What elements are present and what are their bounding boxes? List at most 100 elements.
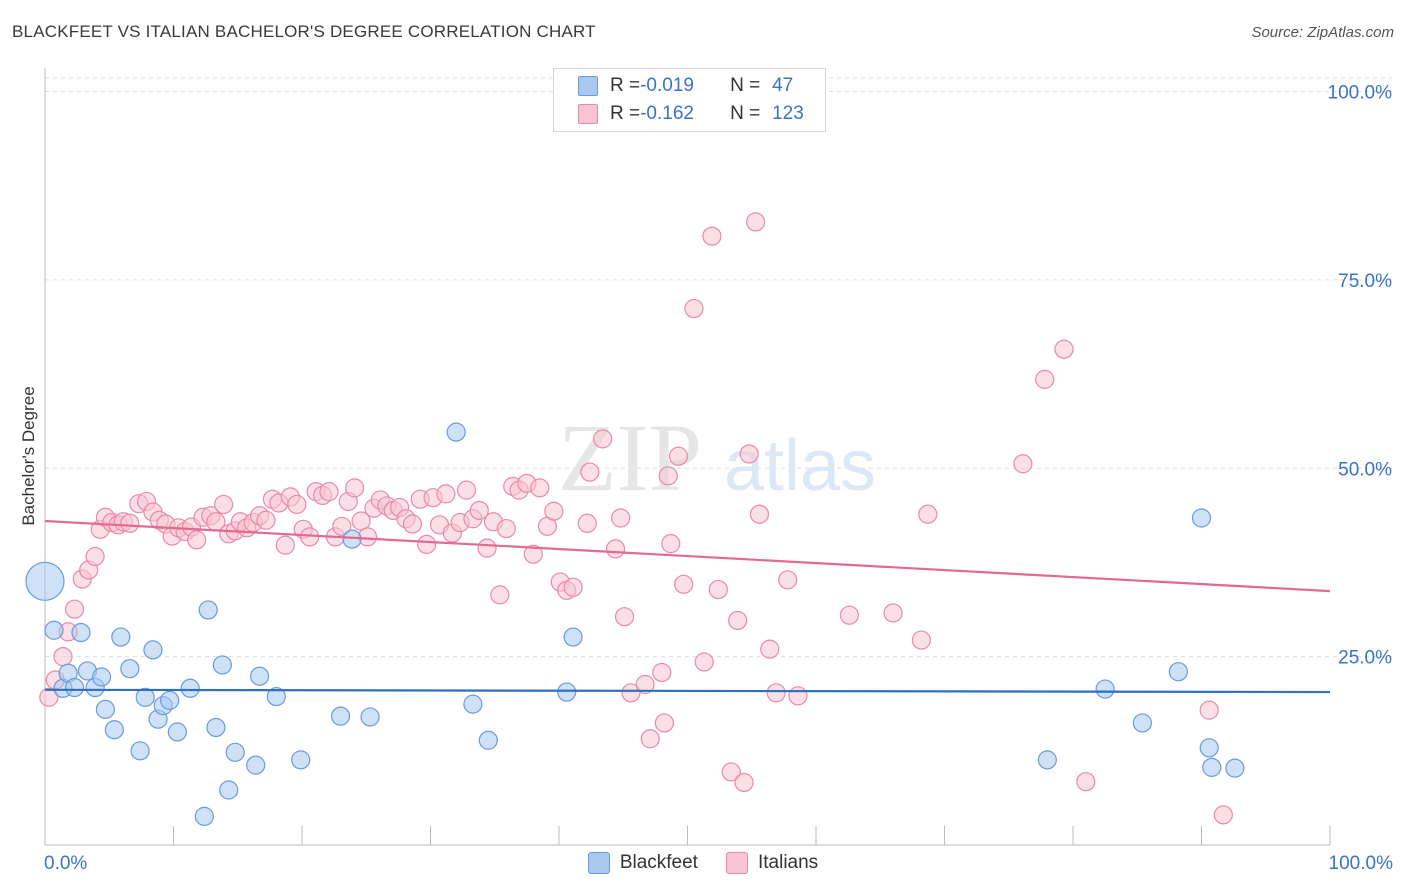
blackfeet-point[interactable]	[1225, 758, 1245, 778]
italians-point[interactable]	[469, 500, 489, 521]
italians-point[interactable]	[593, 429, 613, 449]
italians-point[interactable]	[1035, 369, 1055, 389]
italians-point[interactable]	[64, 599, 85, 619]
italians-point[interactable]	[694, 652, 714, 672]
blackfeet-point[interactable]	[463, 694, 483, 714]
blackfeet-point[interactable]	[563, 627, 583, 647]
italians-point[interactable]	[120, 513, 140, 533]
italians-point[interactable]	[402, 514, 423, 534]
italians-point[interactable]	[611, 508, 631, 528]
italians-point[interactable]	[766, 683, 786, 703]
italians-point[interactable]	[739, 444, 759, 464]
italians-point[interactable]	[187, 530, 207, 550]
italians-point[interactable]	[635, 674, 655, 695]
italians-point[interactable]	[749, 504, 770, 524]
blackfeet-point[interactable]	[1191, 508, 1212, 528]
legend-item-blackfeet[interactable]: Blackfeet	[587, 852, 698, 874]
blackfeet-point[interactable]	[130, 741, 150, 761]
blackfeet-point[interactable]	[194, 806, 214, 826]
italians-point[interactable]	[477, 538, 497, 558]
blackfeet-point[interactable]	[167, 722, 187, 742]
italians-point[interactable]	[760, 639, 780, 659]
italians-point[interactable]	[275, 535, 295, 555]
blackfeet-point[interactable]	[64, 677, 85, 698]
italians-point[interactable]	[544, 501, 564, 521]
italians-point[interactable]	[456, 480, 477, 500]
italians-point[interactable]	[1213, 805, 1233, 825]
blackfeet-point[interactable]	[1199, 738, 1219, 758]
italians-point[interactable]	[319, 482, 339, 502]
blackfeet-point[interactable]	[478, 730, 498, 750]
italians-point[interactable]	[661, 534, 681, 554]
italians-point[interactable]	[728, 610, 748, 631]
blackfeet-point[interactable]	[71, 622, 91, 643]
italians-point[interactable]	[417, 534, 437, 554]
blackfeet-point[interactable]	[91, 667, 112, 687]
blackfeet-point[interactable]	[25, 561, 65, 601]
italians-point[interactable]	[640, 729, 660, 749]
blackfeet-point[interactable]	[95, 699, 115, 719]
italians-point[interactable]	[436, 484, 456, 504]
blackfeet-point[interactable]	[104, 720, 124, 740]
italians-point[interactable]	[1076, 772, 1096, 792]
italians-point[interactable]	[721, 762, 741, 782]
italians-point[interactable]	[746, 212, 766, 232]
blackfeet-point[interactable]	[249, 666, 270, 686]
blackfeet-point[interactable]	[1132, 713, 1152, 733]
blackfeet-point[interactable]	[557, 682, 577, 702]
italians-point[interactable]	[839, 605, 860, 625]
blackfeet-point[interactable]	[206, 717, 226, 738]
italians-point[interactable]	[911, 630, 931, 650]
legend-item-italians[interactable]: Italians	[725, 852, 818, 874]
italians-point[interactable]	[652, 662, 672, 683]
italians-point[interactable]	[918, 504, 938, 524]
italians-point[interactable]	[654, 713, 674, 733]
italians-point[interactable]	[523, 544, 543, 564]
blackfeet-point[interactable]	[1037, 750, 1057, 770]
blackfeet-point[interactable]	[1202, 757, 1222, 777]
italians-point[interactable]	[256, 510, 276, 530]
italians-point[interactable]	[345, 478, 365, 498]
italians-point[interactable]	[668, 446, 689, 466]
blackfeet-point[interactable]	[212, 655, 232, 675]
italians-point[interactable]	[214, 494, 234, 515]
blackfeet-point[interactable]	[44, 620, 64, 640]
blackfeet-point[interactable]	[291, 750, 311, 770]
blackfeet-point[interactable]	[246, 755, 266, 775]
blackfeet-point[interactable]	[266, 686, 286, 707]
italians-point[interactable]	[287, 494, 307, 515]
italians-point[interactable]	[496, 518, 516, 539]
blackfeet-point[interactable]	[360, 707, 380, 727]
italians-point[interactable]	[708, 579, 728, 600]
italians-point[interactable]	[883, 603, 903, 623]
blackfeet-point[interactable]	[330, 706, 351, 726]
blackfeet-point[interactable]	[1168, 662, 1188, 682]
italians-point[interactable]	[530, 478, 550, 498]
blackfeet-point[interactable]	[198, 600, 218, 620]
italians-point[interactable]	[702, 226, 722, 246]
italians-point[interactable]	[85, 546, 105, 567]
blackfeet-point[interactable]	[219, 780, 239, 800]
italians-point[interactable]	[577, 513, 597, 533]
italians-point[interactable]	[490, 585, 510, 605]
blackfeet-point[interactable]	[135, 687, 155, 707]
blackfeet-point[interactable]	[225, 742, 245, 762]
blackfeet-point[interactable]	[111, 627, 131, 647]
italians-point[interactable]	[580, 462, 600, 482]
italians-point[interactable]	[1054, 339, 1074, 359]
italians-point[interactable]	[332, 516, 352, 536]
blackfeet-point[interactable]	[143, 640, 163, 660]
blackfeet-point[interactable]	[446, 422, 466, 442]
blackfeet-point[interactable]	[160, 690, 180, 710]
italians-point[interactable]	[734, 772, 754, 793]
italians-point[interactable]	[605, 539, 626, 559]
italians-point[interactable]	[684, 298, 704, 319]
italians-point[interactable]	[614, 607, 635, 627]
italians-point[interactable]	[778, 570, 798, 590]
italians-point[interactable]	[621, 683, 641, 703]
blackfeet-point[interactable]	[180, 678, 200, 698]
italians-point[interactable]	[39, 687, 59, 707]
blackfeet-point[interactable]	[120, 659, 140, 679]
italians-point[interactable]	[788, 686, 808, 706]
italians-point[interactable]	[1013, 454, 1033, 474]
